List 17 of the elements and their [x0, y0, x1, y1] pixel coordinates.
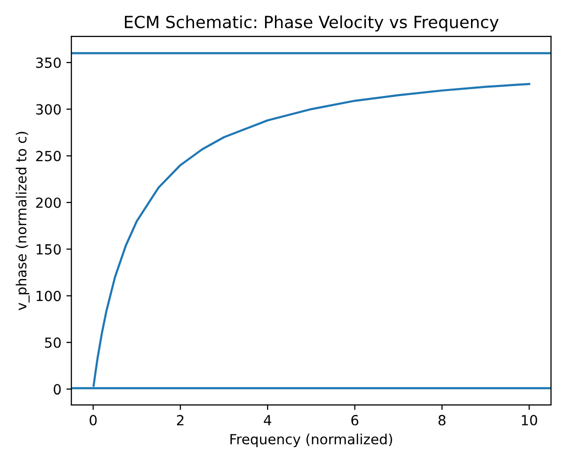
y-tick-label: 150 — [36, 244, 61, 255]
x-tick-label: 4 — [264, 415, 272, 426]
y-tick-label: 200 — [36, 197, 61, 208]
y-tick-label: 250 — [36, 150, 61, 162]
x-tick-label: 6 — [351, 414, 358, 426]
y-tick-label: 350 — [36, 57, 61, 68]
y-axis-title: v_phase (normalized to c) — [16, 132, 30, 310]
y-tick-label: 100 — [36, 290, 61, 302]
x-tick-label: 8 — [438, 414, 446, 426]
chart-title: ECM Schematic: Phase Velocity vs Frequency — [124, 15, 499, 32]
x-tick-label: 2 — [176, 414, 184, 426]
x-tick-label: 0 — [90, 414, 97, 426]
x-axis-title: Frequency (normalized) — [230, 434, 392, 448]
y-tick-label: 0 — [54, 384, 61, 395]
y-tick-label: 50 — [45, 337, 61, 348]
y-tick-label: 300 — [36, 104, 61, 115]
x-tick-label: 10 — [522, 414, 538, 426]
